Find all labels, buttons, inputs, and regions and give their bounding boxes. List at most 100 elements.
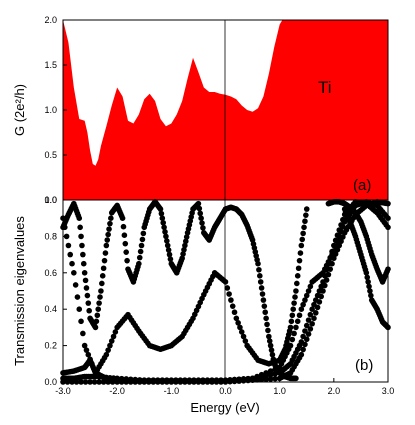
panel-label-a: (a): [353, 177, 371, 194]
eigenvalue-point: [108, 338, 115, 344]
eigenvalue-point: [368, 292, 374, 299]
eigenvalue-point: [106, 226, 112, 232]
b-xtick-label: -3.0: [55, 386, 71, 396]
eigenvalue-point: [338, 222, 344, 228]
eigenvalue-point: [325, 271, 332, 278]
b-xtick-label: 0.0: [219, 386, 232, 396]
eigenvalue-point: [107, 342, 113, 349]
eigenvalue-point: [138, 242, 145, 249]
b-xtick-label: 3.0: [382, 386, 395, 396]
eigenvalue-point: [287, 324, 294, 331]
eigenvalue-point: [69, 260, 75, 267]
eigenvalue-point: [105, 347, 111, 353]
eigenvalue-point: [334, 232, 341, 238]
eigenvalue-point: [295, 265, 302, 272]
eigenvalue-point: [307, 326, 314, 332]
eigenvalue-point: [224, 285, 231, 291]
eigenvalue-point: [322, 282, 328, 289]
eigenvalue-point: [269, 351, 276, 358]
eigenvalue-point: [254, 377, 260, 383]
panel-a-y-axis-title: G (2e²/h): [12, 84, 27, 136]
eigenvalue-point: [76, 306, 83, 313]
b-xtick-label: -2.0: [109, 386, 125, 396]
eigenvalue-point: [340, 234, 346, 240]
eigenvalue-point: [164, 238, 170, 244]
eigenvalue-point: [290, 306, 297, 313]
eigenvalue-point: [298, 242, 305, 249]
eigenvalue-point: [102, 250, 109, 256]
eigenvalue-point: [303, 212, 309, 218]
eigenvalue-point: [302, 297, 308, 303]
eigenvalue-point: [112, 329, 119, 335]
eigenvalue-point: [302, 218, 308, 225]
eigenvalue-point: [99, 280, 105, 287]
eigenvalue-point: [296, 257, 303, 264]
eigenvalue-point: [233, 315, 240, 322]
eigenvalue-point: [83, 347, 90, 353]
eigenvalue-point: [72, 282, 79, 288]
eigenvalue-point: [122, 240, 129, 247]
eigenvalue-point: [94, 312, 101, 319]
eigenvalue-point: [235, 320, 241, 326]
eigenvalue-point: [367, 288, 373, 294]
eigenvalue-point: [167, 256, 174, 262]
eigenvalue-point: [334, 246, 341, 253]
eigenvalue-point: [307, 283, 314, 290]
eigenvalue-point: [307, 311, 314, 318]
eigenvalue-point: [327, 266, 334, 272]
panel-b-y-axis-title: Transmission eigenvalues: [12, 216, 27, 366]
eigenvalue-point: [159, 215, 166, 221]
eigenvalue-point: [101, 257, 108, 264]
b-xtick-label: 1.0: [273, 386, 286, 396]
eigenvalue-point: [228, 297, 234, 303]
eigenvalue-point: [260, 297, 267, 303]
eigenvalue-point: [92, 324, 99, 331]
eigenvalue-point: [314, 304, 321, 311]
eigenvalue-point: [242, 338, 249, 344]
eigenvalue-point: [309, 320, 315, 327]
eigenvalue-point: [80, 251, 86, 258]
a-ytick-label: 2.0: [44, 15, 57, 25]
eigenvalue-point: [166, 251, 173, 258]
eigenvalue-point: [110, 333, 117, 340]
eigenvalue-point: [311, 315, 317, 322]
eigenvalue-point: [298, 351, 305, 358]
eigenvalue-point: [291, 330, 297, 337]
panel-b-x-ticks: -3.0 -2.0 -1.0 0.0 1.0 2.0 3.0: [55, 378, 394, 396]
eigenvalue-point: [86, 307, 92, 314]
eigenvalue-point: [78, 233, 84, 240]
eigenvalue-point: [287, 342, 294, 349]
eigenvalue-point: [74, 294, 81, 300]
a-ytick-label: 1.5: [44, 60, 57, 70]
eigenvalue-point: [83, 285, 90, 291]
eigenvalue-point: [65, 242, 72, 249]
eigenvalue-point: [157, 206, 164, 212]
eigenvalue-point: [261, 303, 268, 309]
eigenvalue-point: [160, 219, 167, 226]
eigenvalue-point: [267, 376, 274, 382]
eigenvalue-point: [300, 301, 306, 308]
eigenvalue-point: [259, 291, 266, 297]
eigenvalue-point: [195, 200, 202, 207]
eigenvalue-point: [98, 288, 104, 294]
eigenvalue-point: [312, 310, 319, 316]
eigenvalue-point: [67, 251, 74, 258]
eigenvalue-point: [237, 324, 243, 331]
panel-b-y-ticks: 0.0 0.2 0.4 0.6 0.8 1.0: [44, 195, 67, 387]
eigenvalue-point: [300, 346, 306, 353]
eigenvalue-point: [238, 329, 245, 335]
eigenvalue-point: [303, 336, 310, 343]
eigenvalue-point: [81, 342, 88, 349]
eigenvalue-point: [162, 229, 168, 235]
eigenvalue-point: [365, 279, 371, 285]
eigenvalue-point: [81, 270, 88, 276]
eigenvalue-point: [96, 300, 102, 306]
eigenvalue-point: [103, 242, 110, 249]
conductance-area-0: [63, 20, 388, 200]
eigenvalue-point: [305, 331, 312, 337]
eigenvalue-point: [298, 306, 305, 313]
eigenvalue-point: [183, 234, 190, 240]
eigenvalue-point: [267, 371, 274, 378]
eigenvalue-point: [318, 293, 324, 300]
